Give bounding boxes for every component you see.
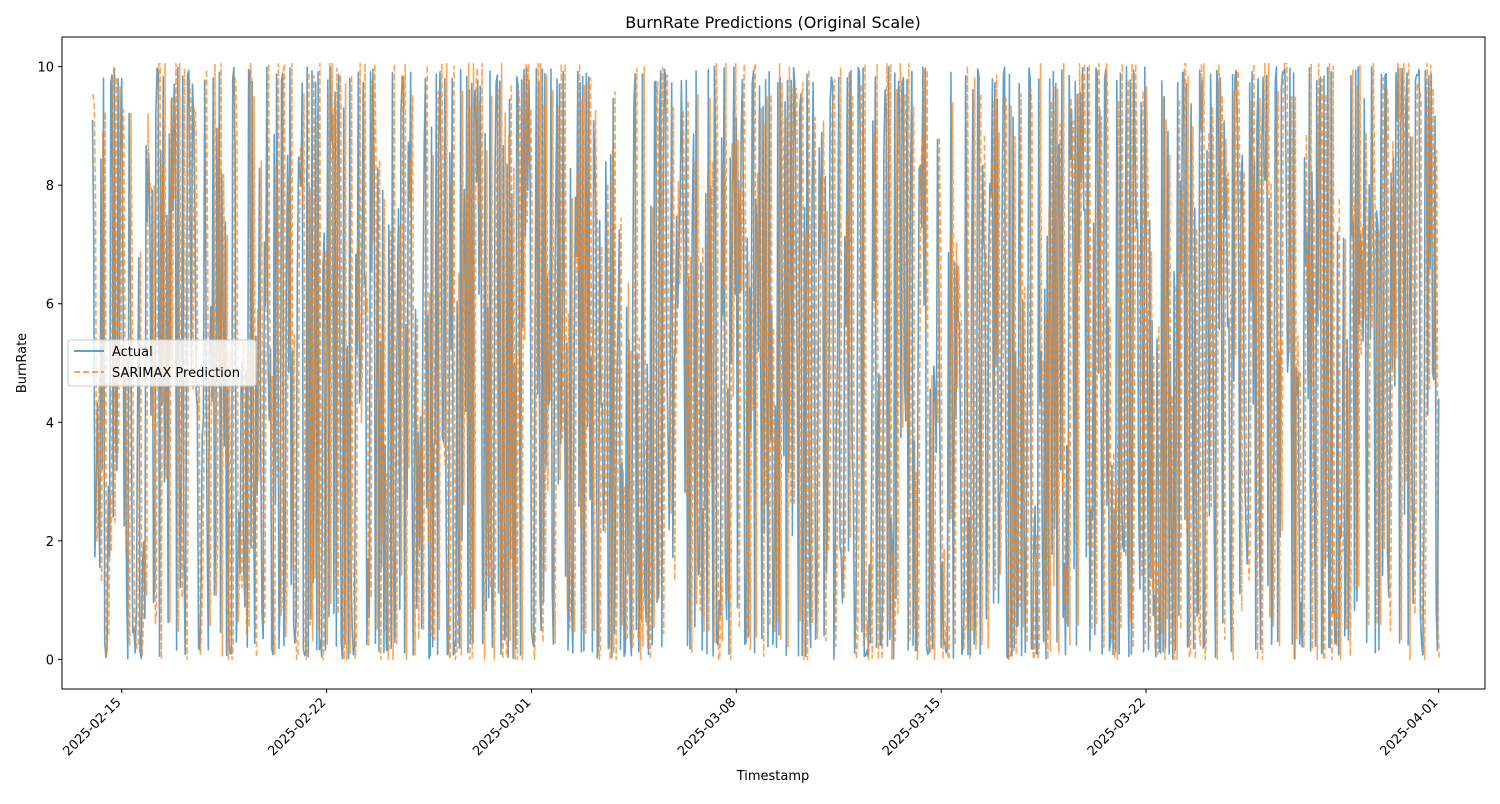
y-tick-label: 0 [46, 653, 54, 668]
y-axis: 0 2 4 6 8 10 [37, 61, 62, 668]
legend-label-sarimax: SARIMAX Prediction [112, 366, 240, 381]
x-tick-label: 2025-03-22 [1085, 695, 1149, 759]
plot-area [91, 62, 1441, 661]
y-tick-label: 10 [37, 61, 54, 76]
y-axis-label: BurnRate [15, 333, 30, 393]
series-line-sarimax-prediction [92, 62, 1441, 661]
legend-box [67, 339, 257, 387]
y-tick-label: 6 [46, 298, 54, 313]
y-tick-label: 8 [46, 179, 54, 194]
legend-label-actual: Actual [112, 345, 153, 360]
x-tick-label: 2025-02-15 [61, 695, 125, 759]
x-tick-label: 2025-03-01 [470, 695, 534, 759]
x-tick-label: 2025-03-15 [880, 695, 944, 759]
x-tick-label: 2025-04-01 [1377, 695, 1441, 759]
x-tick-label: 2025-02-22 [265, 695, 329, 759]
x-axis-label: Timestamp [736, 769, 810, 784]
legend: Actual SARIMAX Prediction [67, 339, 257, 387]
y-tick-label: 4 [46, 416, 54, 431]
chart-title: BurnRate Predictions (Original Scale) [625, 13, 920, 32]
x-axis: 2025-02-15 2025-02-22 2025-03-01 2025-03-08… [61, 689, 1441, 759]
y-tick-label: 2 [46, 535, 54, 550]
x-tick-label: 2025-03-08 [675, 695, 739, 759]
plot-frame [61, 36, 1486, 690]
series-line-actual [91, 66, 1440, 660]
